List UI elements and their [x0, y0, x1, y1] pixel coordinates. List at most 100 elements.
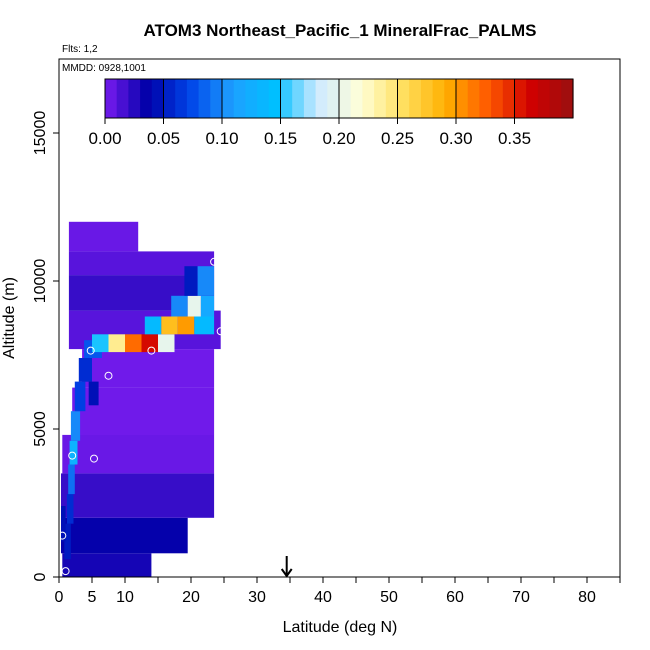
- x-tick-label: 70: [512, 589, 530, 606]
- colorbar-segment: [456, 79, 469, 118]
- colorbar-segment: [128, 79, 141, 118]
- sample-point: [147, 346, 156, 355]
- colorbar-segment: [151, 79, 165, 118]
- heatmap-cell: [161, 316, 178, 335]
- colorbar-segment: [385, 79, 399, 118]
- colorbar-segment: [268, 79, 282, 118]
- x-tick-label: 60: [446, 589, 464, 606]
- x-axis: 0 5 10 20 30 40 50 60 70 80: [55, 576, 621, 606]
- colorbar-segment: [467, 79, 480, 118]
- heatmap-cell: [78, 358, 92, 382]
- y-tick-label: 5000: [32, 411, 49, 447]
- colorbar-segment: [444, 79, 457, 118]
- colorbar-segment: [210, 79, 223, 118]
- colorbar-tick-label: 0.05: [147, 129, 180, 148]
- x-tick-label: 50: [380, 589, 398, 606]
- colorbar-segment: [350, 79, 363, 118]
- heatmap-cell: [74, 381, 86, 412]
- colorbar-segment: [491, 79, 504, 118]
- sample-point: [90, 454, 98, 463]
- colorbar-tick-label: 0.25: [381, 129, 414, 148]
- date-note: MMDD: 0928,1001: [62, 63, 146, 74]
- heatmap-cell: [177, 316, 195, 335]
- heatmap-cell: [184, 266, 198, 296]
- sample-point: [216, 327, 225, 336]
- sample-point: [71, 351, 80, 359]
- heatmap-cell: [66, 494, 74, 524]
- x-tick-label: 5: [88, 589, 97, 606]
- x-tick-label: 40: [314, 589, 332, 606]
- flights-note: Flts: 1,2: [62, 44, 98, 55]
- y-tick-label: 10000: [32, 259, 49, 304]
- heatmap-cell: [141, 334, 158, 353]
- colorbar: 0.00 0.05 0.10 0.15 0.20 0.25 0.30 0.35: [88, 78, 574, 148]
- colorbar-segment: [245, 79, 258, 118]
- x-tick-label: 80: [578, 589, 596, 606]
- colorbar-segment: [432, 79, 445, 118]
- sample-point: [206, 531, 215, 540]
- heatmap-cell: [82, 349, 215, 388]
- heatmap-cells: [61, 221, 221, 577]
- colorbar-segment: [397, 79, 410, 118]
- heatmap-cell: [68, 251, 215, 276]
- x-tick-label: 20: [182, 589, 200, 606]
- heatmap-cell: [125, 334, 142, 353]
- colorbar-segment: [116, 79, 129, 118]
- heatmap-cell: [108, 334, 125, 353]
- colorbar-tick-label: 0.10: [205, 129, 238, 148]
- colorbar-segment: [537, 79, 551, 118]
- heatmap-cell: [62, 553, 152, 577]
- colorbar-segment: [549, 79, 562, 118]
- colorbar-segment: [198, 79, 211, 118]
- colorbar-segment: [514, 79, 527, 118]
- colorbar-segment: [257, 79, 270, 118]
- heatmap-cell: [68, 221, 139, 252]
- heatmap-cell: [171, 295, 188, 317]
- heatmap-cell: [61, 517, 188, 554]
- heatmap-cell: [197, 266, 215, 296]
- heatmap-cell: [70, 411, 81, 441]
- colorbar-tick-label: 0.20: [322, 129, 355, 148]
- heatmap-cell: [92, 334, 109, 353]
- colorbar-tick-label: 0.15: [264, 129, 297, 148]
- sample-point: [104, 371, 113, 380]
- sample-point: [210, 257, 219, 266]
- heatmap-cell: [62, 434, 215, 474]
- colorbar-segment: [479, 79, 492, 118]
- colorbar-segment: [163, 79, 176, 118]
- x-tick-label: 30: [248, 589, 266, 606]
- heatmap-cell: [64, 523, 71, 560]
- heatmap-cell: [158, 334, 175, 353]
- heatmap-cell: [88, 381, 99, 406]
- heatmap-cell: [187, 295, 201, 317]
- latitude-marker-arrow: [280, 556, 293, 578]
- x-tick-label: 10: [116, 589, 134, 606]
- colorbar-segment: [186, 79, 200, 118]
- y-tick-label: 15000: [32, 111, 49, 156]
- colorbar-segment: [362, 79, 375, 118]
- heatmap-cell: [68, 464, 75, 495]
- chart-title: ATOM3 Northeast_Pacific_1 MineralFrac_PA…: [143, 21, 536, 40]
- colorbar-segment: [561, 79, 574, 118]
- colorbar-tick-label: 0.00: [88, 129, 121, 148]
- sample-point: [68, 451, 77, 460]
- x-tick-label: 0: [55, 589, 64, 606]
- colorbar-tick-label: 0.30: [439, 129, 472, 148]
- y-axis: 0 5000 10000 15000: [32, 111, 60, 581]
- x-axis-label: Latitude (deg N): [283, 619, 398, 636]
- colorbar-segment: [409, 79, 422, 118]
- heatmap-cell: [200, 295, 215, 317]
- heatmap-cell: [61, 473, 215, 518]
- colorbar-segment: [374, 79, 387, 118]
- colorbar-segment: [327, 79, 340, 118]
- colorbar-segment: [140, 79, 153, 118]
- colorbar-segment: [420, 79, 434, 118]
- colorbar-segment: [280, 79, 293, 118]
- colorbar-segment: [233, 79, 246, 118]
- colorbar-segment: [292, 79, 305, 118]
- heatmap-cell: [144, 316, 162, 335]
- sample-points: [58, 257, 225, 576]
- colorbar-segment: [315, 79, 328, 118]
- y-tick-label: 0: [32, 572, 49, 581]
